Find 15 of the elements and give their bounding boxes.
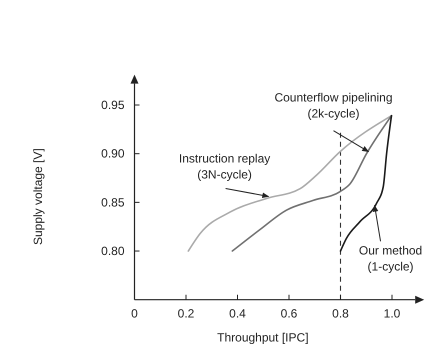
- x-tick-label: 0.6: [280, 306, 298, 321]
- x-tick-label: 0.2: [178, 306, 195, 321]
- y-tick-label: 0.90: [101, 146, 125, 161]
- series-label: Counterflow pipelining (2k-cycle): [274, 90, 393, 121]
- series-label: Our method (1-cycle): [358, 243, 422, 274]
- y-tick-label: 0.95: [101, 98, 125, 112]
- y-axis-title: Supply voltage [V]: [31, 148, 45, 246]
- x-tick-label: 1.0: [384, 306, 401, 321]
- x-axis-title: Throughput [IPC]: [217, 330, 309, 345]
- x-tick-label: 0.4: [229, 306, 246, 321]
- y-tick-label: 0.80: [101, 244, 125, 258]
- x-tick-label: 0: [131, 306, 138, 321]
- x-tick-label: 0.8: [332, 306, 350, 321]
- y-tick-label: 0.85: [101, 195, 125, 210]
- series-label: Instruction replay (3N-cycle): [178, 151, 270, 182]
